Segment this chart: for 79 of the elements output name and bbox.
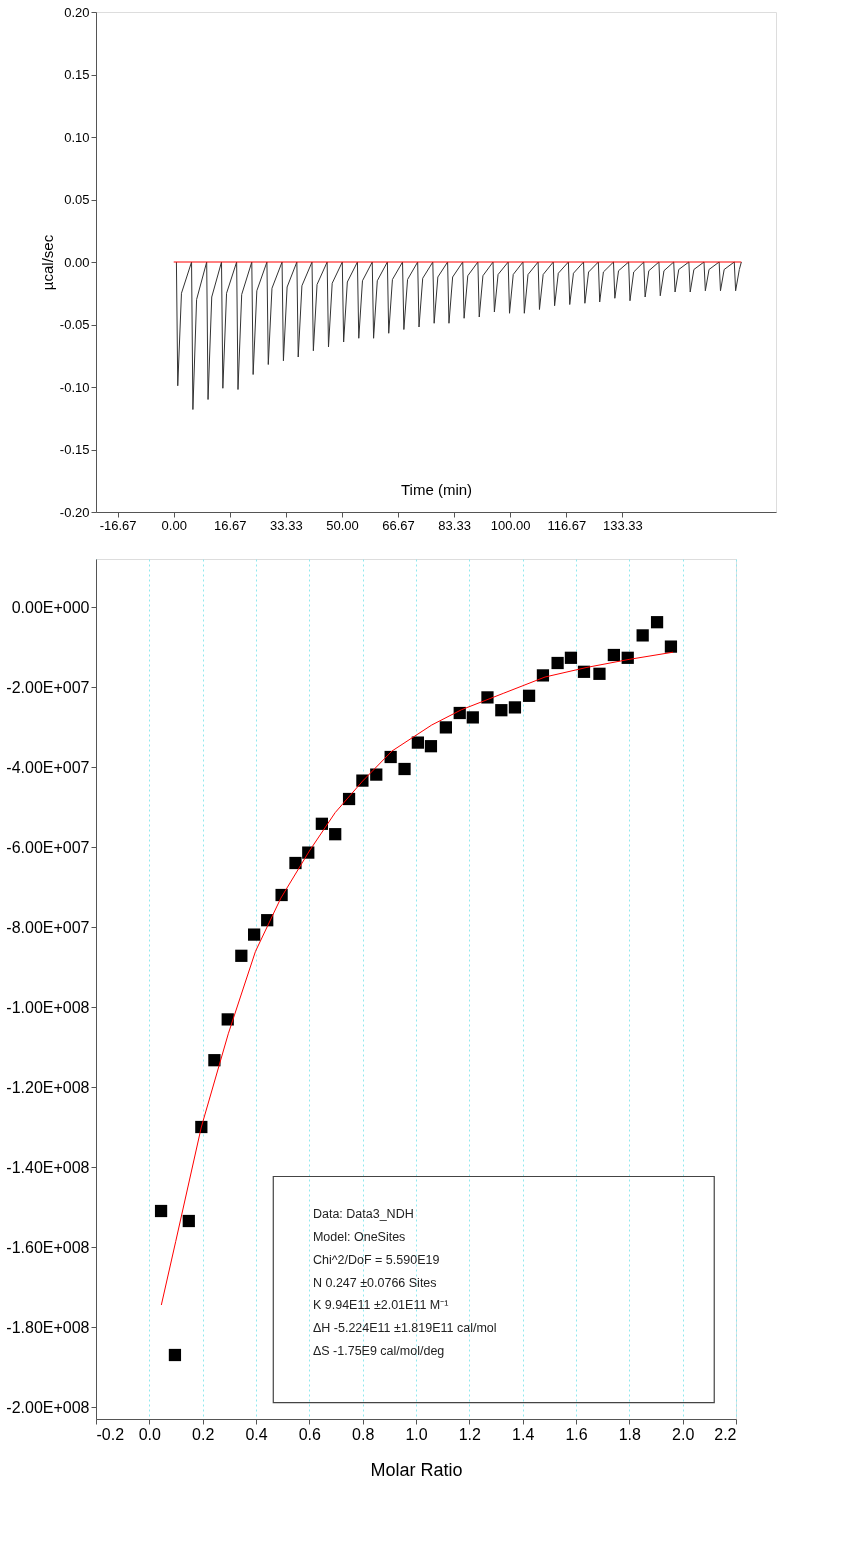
point (424, 740, 438, 753)
point (664, 640, 678, 653)
line-series (175, 261, 742, 410)
x-tick-label: 2.0 (672, 1425, 695, 1443)
x-tick-label: 16.67 (214, 517, 247, 533)
annotation: ΔH -5.224E11 ±1.819E11 cal/mol (312, 1321, 497, 1336)
point (329, 828, 342, 841)
x-axis-title: Molar Ratio (370, 1459, 463, 1480)
y-tick-label: -6.00E+007 (6, 838, 90, 856)
y-tick-label: -1.60E+008 (6, 1238, 90, 1256)
point (495, 704, 508, 717)
x-tick-label: 1.4 (512, 1425, 535, 1443)
y-tick-label: -2.00E+008 (6, 1398, 90, 1416)
point (593, 667, 606, 680)
x-tick-label: 0.8 (352, 1425, 375, 1443)
x-tick-label: 66.67 (382, 517, 415, 533)
x-tick-label: 83.33 (438, 517, 471, 533)
point (289, 856, 302, 870)
x-tick-label: 116.67 (547, 517, 587, 533)
x-tick-label: -16.67 (99, 517, 137, 533)
y-tick-label: -1.80E+008 (6, 1318, 90, 1336)
point (564, 651, 578, 664)
point (551, 656, 564, 670)
point (370, 768, 383, 781)
point (508, 701, 522, 714)
point (650, 616, 664, 629)
y-tick-label: 0.00E+000 (11, 598, 90, 616)
point (411, 736, 424, 749)
y-axis-title: µcal/sec (38, 234, 56, 291)
y-tick-label: -0.10 (59, 379, 90, 395)
x-tick-label: 1.6 (565, 1425, 588, 1443)
x-tick-label: 0.4 (245, 1425, 268, 1443)
x-tick-label: 50.00 (326, 517, 359, 533)
y-tick-label: -1.00E+008 (6, 998, 90, 1016)
annotation: K 9.94E11 ±2.01E11 M⁻¹ (312, 1298, 449, 1313)
y-tick-label: -4.00E+007 (6, 758, 90, 776)
point (208, 1054, 221, 1067)
y-tick-label: -8.00E+007 (6, 918, 90, 936)
point (636, 629, 649, 642)
point (607, 648, 620, 662)
x-tick-label: 100.00 (490, 517, 531, 533)
point (168, 1348, 182, 1362)
y-tick-label: -0.05 (59, 317, 90, 332)
y-tick-label: -1.20E+008 (6, 1078, 90, 1096)
x-tick-label: 1.8 (618, 1425, 642, 1443)
x-tick-label: 0.6 (298, 1425, 322, 1443)
y-tick-label: 0.20 (64, 4, 90, 20)
x-tick-label: -0.2 (96, 1425, 125, 1443)
y-tick-label: -2.00E+007 (6, 678, 90, 696)
x-tick-label: 0.2 (192, 1425, 215, 1443)
point (182, 1214, 195, 1228)
point (466, 711, 479, 724)
point (221, 1013, 234, 1026)
y-tick-label: 0.05 (64, 192, 90, 207)
annotation: ΔS -1.75E9 cal/mol/deg (312, 1344, 445, 1359)
y-tick-label: 0.00 (64, 254, 90, 270)
x-tick-label: 0.0 (138, 1425, 162, 1443)
x-tick-label: 1.0 (405, 1425, 428, 1443)
y-tick-label: 0.15 (64, 67, 90, 82)
x-tick-label: 0.00 (161, 517, 187, 533)
point (248, 928, 261, 941)
annotation: Chi^2/DoF = 5.590E19 (312, 1252, 440, 1267)
y-tick-label: 0.10 (64, 129, 90, 145)
point (398, 762, 411, 776)
x-axis-title: Time (min) (400, 480, 473, 498)
point (439, 721, 452, 734)
annotation: Data: Data3_NDH (312, 1207, 414, 1222)
x-tick-label: 2.2 (714, 1425, 737, 1443)
point (154, 1204, 168, 1218)
x-tick-label: 1.2 (458, 1425, 482, 1443)
x-tick-label: 33.33 (270, 517, 303, 533)
point (522, 689, 536, 702)
annotation: Model: OneSites (312, 1230, 406, 1245)
annotation: N 0.247 ±0.0766 Sites (312, 1275, 437, 1290)
y-tick-label: -0.15 (59, 442, 90, 457)
y-tick-label: -1.40E+008 (6, 1158, 90, 1176)
y-tick-label: -0.20 (59, 504, 90, 520)
x-tick-label: 133.33 (602, 517, 643, 533)
point (235, 949, 248, 962)
